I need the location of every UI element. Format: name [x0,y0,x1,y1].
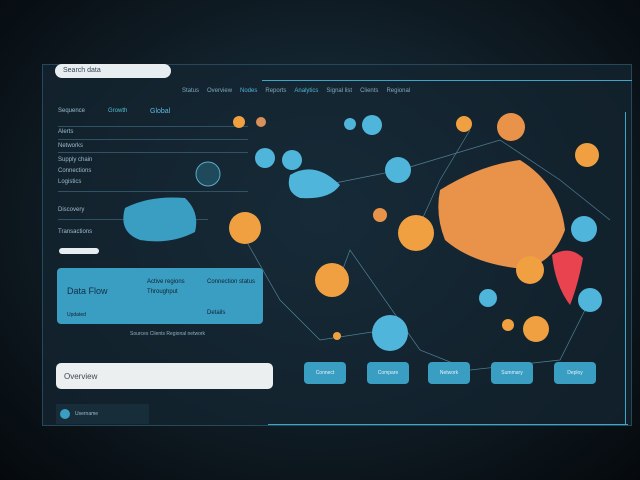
region-blue [123,197,197,242]
region-orange [438,160,565,269]
divider [58,191,248,192]
node [456,116,472,132]
node [571,216,597,242]
divider [58,126,248,127]
node [385,157,411,183]
search-input[interactable]: Search data [55,64,171,78]
nav-item[interactable]: Nodes [240,88,258,94]
node [502,319,514,331]
sidebar-item[interactable]: Logistics [58,179,82,185]
tab-global[interactable]: Global [150,108,171,115]
data-flow-card[interactable]: Data Flow Active regions Throughput Conn… [57,268,263,324]
node [344,118,356,130]
top-nav: Status Overview Nodes Reports Analytics … [182,88,410,94]
sidebar-item[interactable]: Supply chain [58,157,93,163]
slider-pill[interactable] [59,248,99,254]
node [362,115,382,135]
node [282,150,302,170]
node [523,316,549,342]
node [575,143,599,167]
nav-item[interactable]: Overview [207,88,233,94]
nav-item[interactable]: Reports [265,88,287,94]
card-link[interactable]: Details [207,310,226,316]
sidebar-item[interactable]: Alerts [58,129,74,135]
connection-line [299,139,611,221]
node [373,208,387,222]
top-divider [262,80,632,81]
divider [58,152,248,153]
action-button[interactable]: Summary [491,362,533,384]
sidebar-item[interactable]: Networks [58,143,84,149]
sidebar-item[interactable]: Discovery [58,207,85,213]
divider [58,139,248,140]
sidebar-item[interactable]: Connections [58,168,92,174]
node [229,212,261,244]
tab-sequence[interactable]: Sequence [58,108,86,114]
node [315,263,349,297]
node [233,116,245,128]
node [578,288,602,312]
nav-item[interactable]: Status [182,88,200,94]
node [255,148,275,168]
region-red [552,250,583,305]
nav-item[interactable]: Clients [360,88,379,94]
user-profile[interactable]: Username [56,404,149,424]
nav-item[interactable]: Regional [386,88,411,94]
card-footer: Sources Clients Regional network [130,331,206,337]
card-title: Data Flow [67,286,108,296]
nodes [195,113,602,351]
avatar [60,409,70,419]
nav-item[interactable]: Signal list [326,88,353,94]
node [372,315,408,351]
connection-line [239,229,386,341]
right-divider [625,112,626,424]
card-meta: Updated [67,312,86,318]
node [516,256,544,284]
node [195,161,221,187]
node [333,332,341,340]
node [256,117,266,127]
node [497,113,525,141]
action-button[interactable]: Network [428,362,470,384]
node [398,215,434,251]
action-button[interactable]: Deploy [554,362,596,384]
action-button[interactable]: Compare [367,362,409,384]
bottom-divider [268,424,628,425]
region-blue-small [288,169,340,199]
sidebar-item[interactable]: Transactions [58,229,93,235]
card-line: Connection status [207,279,256,285]
node [479,289,497,307]
tab-growth[interactable]: Growth [108,108,128,114]
nav-item[interactable]: Analytics [294,88,319,94]
overview-input[interactable]: Overview [56,363,273,389]
username: Username [75,411,99,417]
card-line: Throughput [147,289,178,295]
connection-line [334,249,591,371]
action-button[interactable]: Connect [304,362,346,384]
card-line: Active regions [147,279,185,285]
